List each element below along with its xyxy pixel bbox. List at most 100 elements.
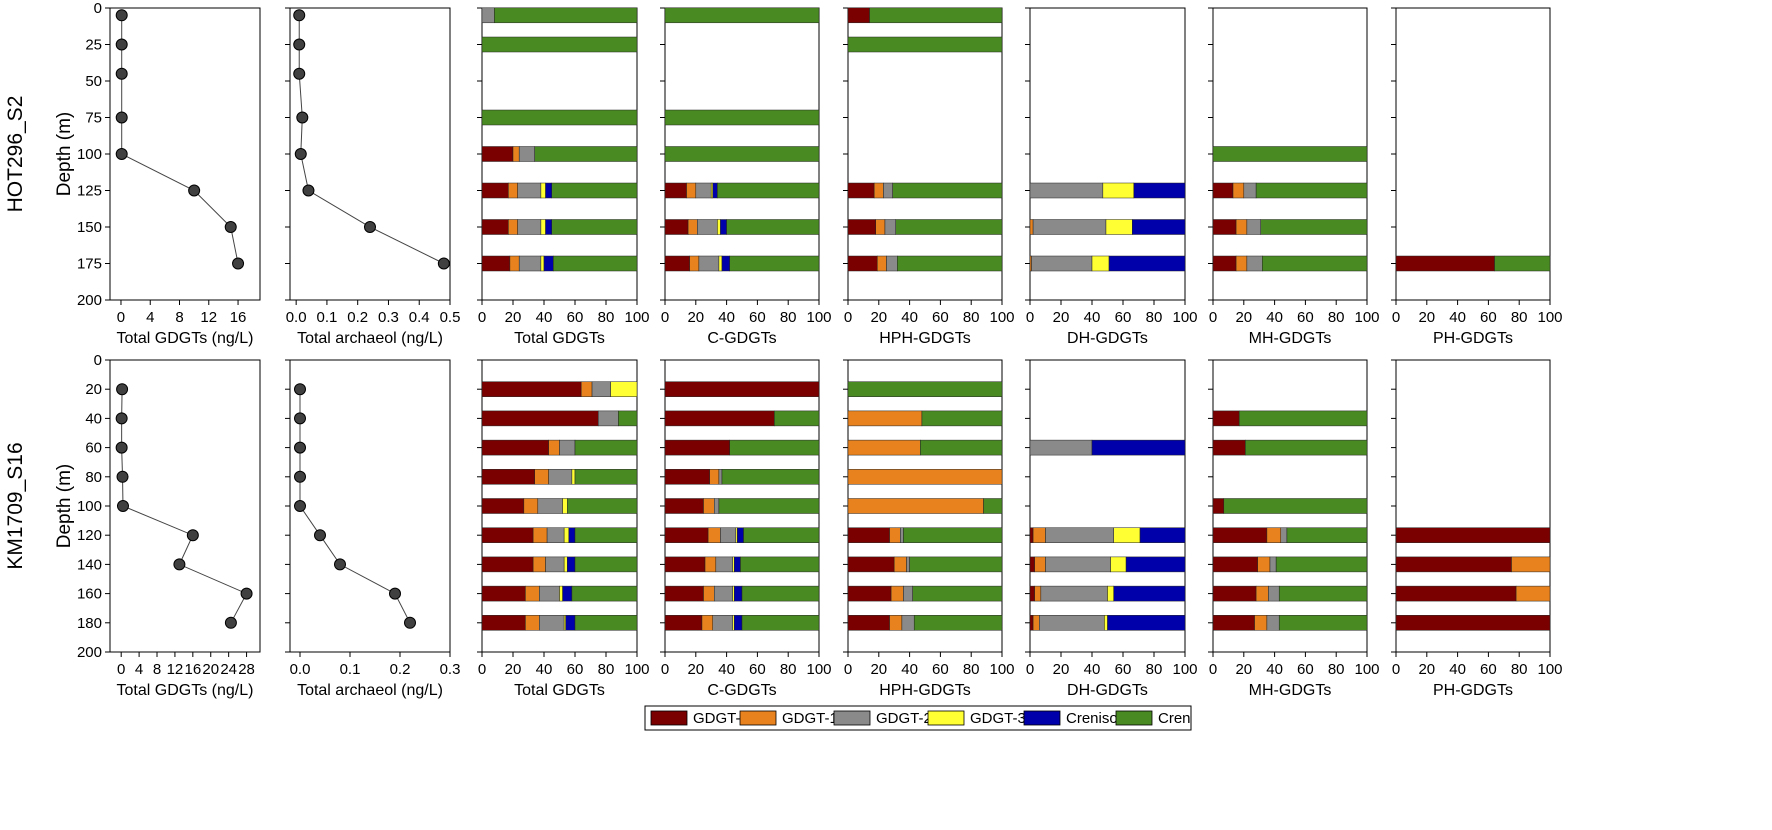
row-2-panel-5-bar-gdgt-2: [906, 556, 910, 573]
row-2-panel-7-bar-gdgt-2: [1268, 585, 1280, 602]
row-2-panel-5-xlabel: HPH-GDGTs: [879, 682, 971, 699]
row-2-panel-8-bar-gdgt-0: [1395, 615, 1551, 631]
row-2-panel-4-xtick-label: 40: [718, 661, 735, 678]
row-2-panel-4-xtick-label: 0: [661, 661, 669, 678]
row-2-panel-5-bar-cren: [983, 498, 1003, 514]
row-1-panel-2-point: [296, 111, 309, 124]
row-1-panel-2-point: [293, 38, 306, 51]
row-2-panel-7-bar-gdgt-2: [1280, 527, 1288, 543]
row-1-panel-4-bar-gdgt-1: [689, 255, 700, 272]
row-2-panel-6-bar-gdgt-2: [1045, 556, 1111, 573]
row-2-panel-4-bar-gdgt-0: [664, 381, 820, 397]
row-2-panel-6-xtick-label: 60: [1115, 661, 1132, 678]
row-2-panel-4: 0 20 40 60 80 100 C-GDGTs: [660, 359, 832, 699]
row-1-panel-1-point: [188, 184, 201, 197]
row-2-panel-4-bar-gdgt-2: [712, 615, 734, 631]
row-2-panel-6: 0 20 40 60 80 100 DH-GDGTs: [1025, 359, 1198, 699]
row-2-panel-5-bar-cren: [847, 381, 1003, 397]
row-2-ytick-label: 200: [77, 644, 102, 661]
row-2-panel-6-bar-gdgt-2: [1040, 585, 1108, 602]
row-1-panel-4-bar-cren: [664, 7, 820, 24]
row-1-panel-4-bar-cren: [664, 109, 820, 126]
row-1-panel-8-xtick-label: 80: [1511, 309, 1528, 326]
row-1-panel-3-bar-gdgt-1: [508, 219, 518, 235]
row-2-panel-5-bar-gdgt-1: [847, 498, 984, 514]
row-1-panel-7-bar-cren: [1262, 255, 1368, 272]
row-2-panel-4-bar-gdgt-1: [701, 615, 713, 631]
row-2-panel-5-bar-gdgt-0: [847, 556, 895, 573]
row-1-panel-2-point: [364, 221, 376, 233]
row-2-panel-1-point: [116, 383, 129, 396]
row-2-panel-3: 0 20 40 60 80 100 Total GDGTs: [477, 359, 650, 699]
row-2-panel-8-xlabel: PH-GDGTs: [1433, 682, 1513, 699]
row-2-panel-6-bar-gdgt-2: [1039, 615, 1105, 631]
row-1-panel-3-xtick-label: 80: [598, 309, 615, 326]
row-2-panel-8-xtick-label: 20: [1418, 661, 1435, 678]
row-1-panel-5-bar-gdgt-1: [877, 255, 887, 272]
row-1-panel-3-bar-gdgt-3: [540, 219, 546, 235]
row-1-panel-1-xtick-label: 12: [200, 309, 217, 326]
row-2-panel-4-bar-gdgt-1: [707, 527, 721, 543]
row-1-ytick-label: 150: [77, 219, 102, 236]
row-2-panel-3-bar-gdgt-0: [481, 410, 599, 427]
row-2-panel-3-bar-creniso: [562, 585, 573, 602]
row-2-ytick-label: 160: [77, 586, 102, 603]
row-2-panel-2: 0.0 0.1 0.2 0.3 Total archaeol (ng/L): [285, 359, 461, 699]
row-2-panel-1: 0 4 8 12 16 20 24 28 Total GDGTs (ng/L): [105, 359, 261, 699]
legend-label-gdgt-3: GDGT-3: [970, 710, 1026, 727]
row-1-panel-2-point: [302, 184, 315, 197]
row-1-panel-3-bar-gdgt-1: [509, 255, 520, 272]
row-2-panel-6-bar-gdgt-3: [1104, 615, 1108, 631]
row-1-panel-1-point: [232, 257, 245, 270]
row-2-panel-6-bar-gdgt-1: [1034, 556, 1046, 573]
row-2-panel-2-point: [314, 529, 326, 542]
row-1-panel-8-bar-gdgt-0: [1395, 255, 1495, 272]
row-2-panel-1-xtick-label: 8: [153, 661, 161, 678]
row-2-panel-3-bar-gdgt-1: [532, 556, 546, 573]
row-2-panel-1-point: [173, 558, 186, 571]
row-1-panel-5-bar-gdgt-2: [886, 255, 898, 272]
row-2-panel-4-bar-cren: [718, 498, 820, 514]
legend-label-gdgt-0: GDGT-0: [693, 710, 749, 727]
row-2-panel-3-bar-cren: [571, 585, 638, 602]
row-1-panel-4-xtick-label: 100: [806, 309, 831, 326]
row-2-panel-4-bar-gdgt-2: [714, 585, 734, 602]
row-1-panel-5: 0 20 40 60 80 100 HPH-GDGTs: [843, 7, 1015, 347]
row-1-panel-3-bar-creniso: [545, 219, 552, 235]
row-1-panel-8-bar-cren: [1494, 255, 1551, 272]
row-1-label: HOT296_S2: [4, 96, 27, 213]
row-2-ytick-label: 120: [77, 527, 102, 544]
row-1-panel-3-bar-gdgt-3: [540, 255, 545, 272]
legend-swatch-cren: [1115, 710, 1153, 726]
row-1-ytick-label: 200: [77, 292, 102, 309]
row-1-panel-4-xtick-label: 80: [780, 309, 797, 326]
row-2-panel-7-bar-gdgt-0: [1212, 439, 1246, 456]
row-2-panel-3-bar-gdgt-0: [481, 585, 526, 602]
row-1-panel-7-bar-gdgt-1: [1232, 182, 1245, 199]
row-2-panel-7-bar-cren: [1238, 410, 1368, 427]
row-2-panel-2-xtick-label: 0.3: [440, 661, 461, 678]
row-1-panel-2-xtick-label: 0.2: [347, 309, 368, 326]
row-1-panel-2-point: [437, 257, 450, 270]
row-2-panel-3-bar-gdgt-2: [559, 439, 576, 456]
row-2-panel-5-xtick-label: 0: [844, 661, 852, 678]
row-2-panel-4-bar-gdgt-2: [720, 527, 737, 543]
row-2-panel-3-bar-gdgt-0: [481, 439, 549, 456]
row-1-panel-1-frame: [109, 7, 261, 301]
row-2-panel-8-xtick-label: 0: [1392, 661, 1400, 678]
row-1-panel-7-xtick-label: 40: [1266, 309, 1283, 326]
row-2-panel-5-bar-gdgt-1: [889, 615, 903, 631]
row-2-panel-4-xtick-label: 80: [780, 661, 797, 678]
row-2-panel-5-bar-gdgt-1: [847, 439, 921, 456]
row-2-ytick-label: 180: [77, 615, 102, 632]
row-2-label: KM1709_S16: [4, 442, 27, 569]
row-2-panel-6-bar-gdgt-2: [1029, 439, 1093, 456]
row-2-panel-6-xtick-label: 40: [1084, 661, 1101, 678]
row-1-panel-5-xtick-label: 60: [932, 309, 949, 326]
row-2-panel-1-xlabel: Total GDGTs (ng/L): [117, 682, 254, 699]
row-2-panel-3-bar-cren: [574, 527, 638, 543]
row-1-panel-3-bar-cren: [494, 7, 638, 24]
row-2-panel-7-bar-gdgt-1: [1254, 615, 1268, 631]
row-2-panel-3-xtick-label: 60: [567, 661, 584, 678]
row-2-panel-7-xtick-label: 60: [1297, 661, 1314, 678]
